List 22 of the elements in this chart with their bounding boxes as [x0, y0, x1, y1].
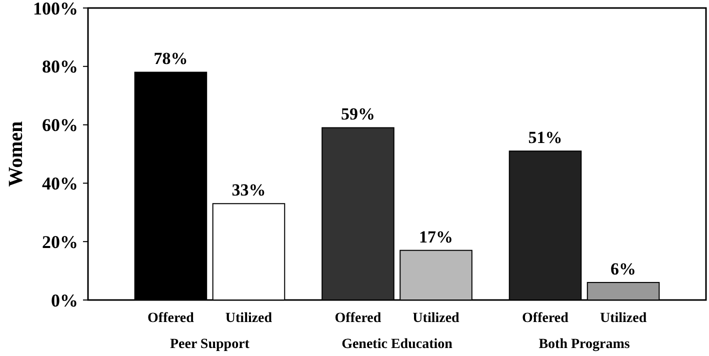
- series-label: Offered: [148, 311, 194, 326]
- text: 6%: [610, 259, 636, 278]
- text: 78%: [154, 49, 188, 68]
- text: 51%: [528, 128, 562, 148]
- text: 17%: [419, 227, 454, 246]
- y-tick-label: 20%: [42, 232, 78, 252]
- text: Offered: [334, 311, 382, 326]
- series-label: Utilized: [225, 311, 272, 326]
- y-tick-label: 60%: [42, 115, 78, 136]
- y-tick-label: 80%: [42, 56, 78, 77]
- x-tick-label: Both Programs: [538, 337, 630, 352]
- text: 33%: [232, 180, 266, 200]
- x-tick-label: Peer Support: [170, 337, 250, 352]
- y-tick-label: 100%: [33, 0, 78, 18]
- y-tick-label: 40%: [42, 174, 78, 194]
- y-tick-label: 0%: [51, 290, 78, 310]
- text: Utilized: [600, 311, 647, 326]
- text: 59%: [340, 104, 375, 124]
- y-axis-title: Women: [5, 121, 27, 187]
- text: Offered: [522, 311, 568, 326]
- text: Utilized: [412, 311, 460, 326]
- x-tick-label: Genetic Education: [342, 337, 453, 352]
